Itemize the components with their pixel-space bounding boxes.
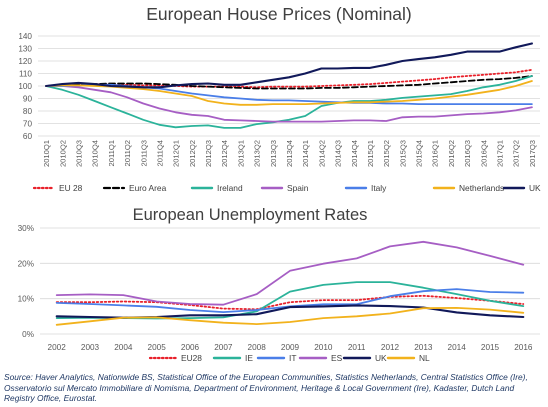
legend-label: Ireland (217, 183, 243, 193)
y-tick-label: 20% (18, 259, 34, 268)
x-tick-label: 2015Q1 (366, 140, 375, 167)
x-tick-label: 2010Q3 (74, 140, 83, 167)
legend-label: UK (529, 183, 541, 193)
x-tick-label: 2002 (48, 343, 67, 352)
y-tick-label: 120 (18, 57, 32, 66)
x-tick-label: 2013Q3 (269, 140, 278, 167)
x-tick-label: 2013Q4 (285, 140, 294, 167)
source-note: Source: Haver Analytics, Nationwide BS, … (4, 372, 528, 403)
y-tick-label: 100 (18, 82, 32, 91)
x-tick-label: 2013 (414, 343, 433, 352)
series-line-es (55, 240, 525, 306)
x-tick-label: 2013Q2 (253, 140, 262, 167)
x-tick-label: 2012Q1 (172, 140, 181, 167)
x-tick-label: 2012Q3 (204, 140, 213, 167)
x-tick-label: 2006 (181, 343, 200, 352)
legend-label: ES (331, 353, 343, 363)
y-tick-label: 80 (23, 107, 33, 116)
x-tick-label: 2014Q1 (301, 140, 310, 167)
legend-label: IT (289, 353, 296, 363)
x-tick-label: 2012Q2 (188, 140, 197, 167)
series-line-uk (45, 42, 533, 89)
chart-title: European Unemployment Rates (133, 206, 368, 224)
series-line-nl (55, 306, 525, 326)
x-tick-label: 2011Q4 (155, 140, 164, 166)
x-tick-label: 2014Q4 (350, 140, 359, 167)
x-tick-label: 2015Q4 (415, 140, 424, 167)
series-line-ie (55, 281, 525, 320)
legend-label: EU 28 (59, 183, 83, 193)
y-tick-label: 10% (18, 295, 34, 304)
x-tick-label: 2004 (114, 343, 133, 352)
x-tick-label: 2017Q1 (496, 140, 505, 167)
y-tick-label: 140 (18, 32, 32, 41)
x-tick-label: 2011Q2 (123, 140, 132, 166)
x-tick-label: 2015 (481, 343, 500, 352)
x-tick-label: 2014Q2 (317, 140, 326, 167)
x-tick-label: 2003 (81, 343, 100, 352)
x-tick-label: 2015Q2 (382, 140, 391, 167)
y-tick-label: 60 (23, 132, 33, 141)
legend-label: Euro Area (129, 183, 167, 193)
unemployment-chart: European Unemployment Rates 0% 10% 20% 30% 20… (18, 206, 540, 363)
x-tick-label: 2016Q3 (463, 140, 472, 167)
x-tick-label: 2016Q4 (479, 140, 488, 167)
y-tick-label: 70 (23, 120, 33, 129)
legend-label: IE (245, 353, 253, 363)
x-tick-label: 2016Q1 (431, 140, 440, 167)
x-tick-label: 2013Q1 (236, 140, 245, 167)
series-line-euro-area (45, 75, 533, 90)
x-tick-label: 2011 (348, 343, 366, 352)
legend-label: NL (419, 353, 430, 363)
legend-label: Italy (371, 183, 387, 193)
x-tick-label: 2011Q1 (107, 140, 116, 166)
legend-label: EU28 (181, 353, 202, 363)
x-tick-label: 2017Q2 (512, 140, 521, 167)
legend-label: Spain (287, 183, 309, 193)
house-prices-chart: European House Prices (Nominal) 60 70 80 90 1… (18, 4, 541, 193)
legend-label: Netherlands (459, 183, 504, 193)
x-tick-label: 2014 (448, 343, 467, 352)
series-line-eu-28 (45, 68, 533, 89)
y-tick-label: 0% (22, 330, 34, 339)
x-tick-label: 2010Q2 (58, 140, 67, 167)
x-tick-label: 2016 (514, 343, 533, 352)
series-line-spain (45, 85, 533, 123)
series-line-eu28 (55, 294, 525, 311)
x-tick-label: 2012Q4 (220, 140, 229, 167)
x-tick-label: 2007 (214, 343, 233, 352)
x-tick-label: 2010Q4 (91, 140, 100, 167)
x-tick-label: 2016Q2 (447, 140, 456, 167)
series-line-netherlands (45, 80, 533, 106)
x-tick-label: 2009 (281, 343, 300, 352)
x-tick-label: 2005 (148, 343, 167, 352)
x-tick-label: 2012 (381, 343, 400, 352)
x-tick-label: 2010Q1 (42, 140, 51, 167)
x-tick-label: 2015Q3 (398, 140, 407, 167)
legend-label: UK (375, 353, 387, 363)
x-tick-label: 2014Q3 (334, 140, 343, 167)
chart-title: European House Prices (Nominal) (146, 4, 412, 24)
x-tick-label: 2017Q3 (528, 140, 537, 167)
y-tick-label: 130 (18, 45, 32, 54)
x-tick-label: 2011Q3 (139, 140, 148, 166)
x-tick-label: 2008 (248, 343, 267, 352)
x-tick-label: 2010 (314, 343, 333, 352)
y-tick-label: 30% (18, 224, 34, 233)
y-tick-label: 90 (23, 95, 33, 104)
series-line-ireland (45, 75, 533, 129)
y-tick-label: 110 (19, 70, 32, 79)
